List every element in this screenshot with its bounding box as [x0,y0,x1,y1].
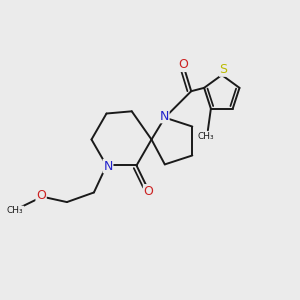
Text: CH₃: CH₃ [197,132,214,141]
Text: O: O [36,189,46,202]
Text: S: S [220,63,228,76]
Text: O: O [178,58,188,71]
Text: O: O [144,185,153,198]
Text: CH₃: CH₃ [7,206,24,215]
Text: N: N [160,110,169,123]
Text: N: N [103,160,113,172]
